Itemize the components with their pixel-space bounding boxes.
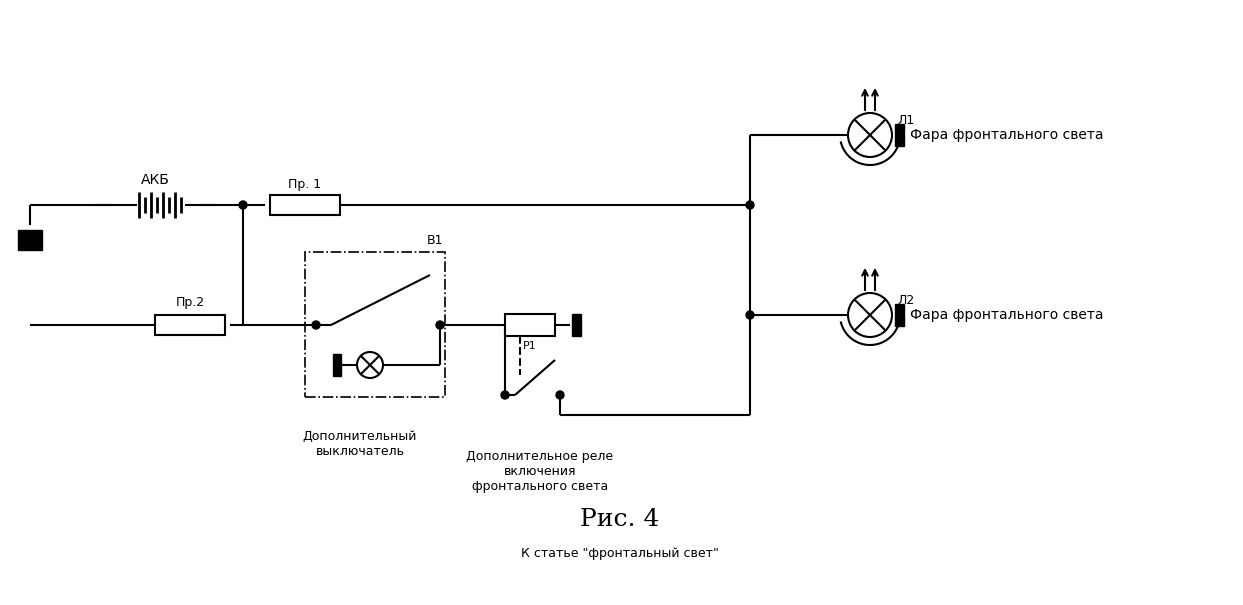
- Text: АКБ: АКБ: [140, 173, 169, 187]
- Bar: [305, 252, 445, 397]
- Text: Л1: Л1: [897, 114, 915, 127]
- Circle shape: [312, 321, 319, 329]
- Bar: [155, 315, 225, 335]
- Circle shape: [746, 201, 755, 209]
- Text: Дополнительный
выключатель: Дополнительный выключатель: [303, 430, 418, 458]
- Text: Дополнительное реле
включения
фронтального света: Дополнительное реле включения фронтально…: [466, 450, 614, 493]
- Bar: [895, 304, 905, 326]
- Bar: [505, 314, 556, 336]
- Bar: [17, 230, 42, 250]
- Circle shape: [239, 201, 247, 209]
- Circle shape: [436, 321, 444, 329]
- Text: К статье "фронтальный свет": К статье "фронтальный свет": [521, 546, 718, 560]
- Bar: [895, 124, 905, 146]
- Text: Пр.2: Пр.2: [175, 296, 205, 309]
- Bar: [573, 314, 582, 336]
- Text: Р1: Р1: [523, 341, 537, 351]
- Text: Фара фронтального света: Фара фронтального света: [910, 128, 1104, 142]
- Text: В1: В1: [426, 234, 443, 247]
- Circle shape: [556, 391, 564, 399]
- Bar: [270, 195, 341, 215]
- Text: Пр. 1: Пр. 1: [288, 178, 322, 191]
- Text: Фара фронтального света: Фара фронтального света: [910, 308, 1104, 322]
- Text: Рис. 4: Рис. 4: [580, 508, 660, 532]
- Circle shape: [746, 311, 755, 319]
- Bar: [333, 354, 341, 376]
- Circle shape: [501, 391, 508, 399]
- Text: Л2: Л2: [897, 294, 915, 307]
